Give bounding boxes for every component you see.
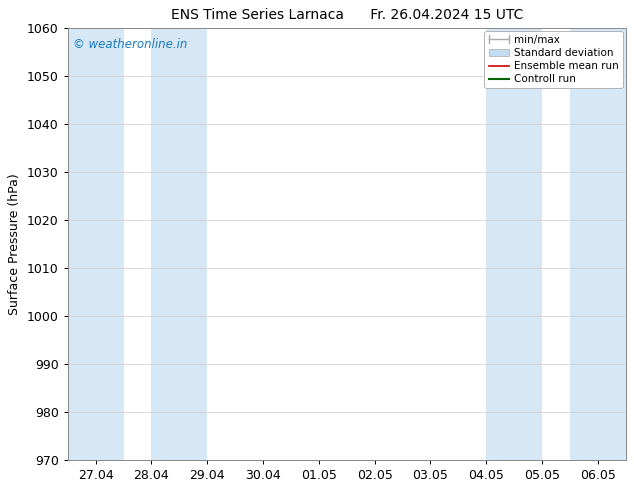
Legend: min/max, Standard deviation, Ensemble mean run, Controll run: min/max, Standard deviation, Ensemble me… (484, 31, 623, 89)
Title: ENS Time Series Larnaca      Fr. 26.04.2024 15 UTC: ENS Time Series Larnaca Fr. 26.04.2024 1… (171, 8, 523, 23)
Bar (486, 27, 542, 460)
Bar (570, 27, 626, 460)
Bar (68, 27, 124, 460)
Bar (152, 27, 207, 460)
Y-axis label: Surface Pressure (hPa): Surface Pressure (hPa) (8, 173, 22, 315)
Text: © weatheronline.in: © weatheronline.in (74, 39, 188, 51)
